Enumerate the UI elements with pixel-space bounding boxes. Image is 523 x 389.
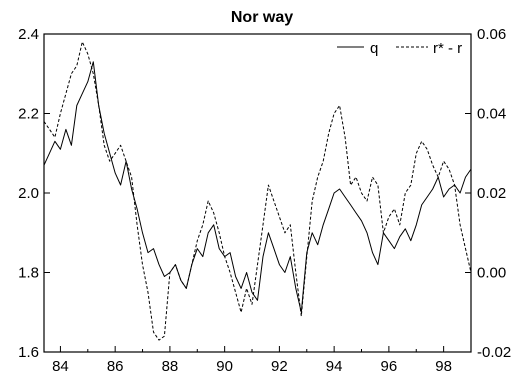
legend-label-q: q [370, 40, 378, 57]
x-tick-label: 86 [107, 358, 124, 375]
left-tick-label: 1.8 [18, 265, 39, 282]
x-tick-label: 98 [435, 358, 452, 375]
x-tick-label: 84 [52, 358, 69, 375]
left-tick-label: 2.0 [18, 185, 39, 202]
right-tick-label: 0.06 [477, 26, 506, 43]
series-layer [43, 41, 472, 341]
series-line-r-star-minus-r [43, 41, 472, 341]
chart-title: Nor way [231, 9, 293, 26]
x-axis: 84 86 88 90 92 94 96 98 [52, 346, 452, 375]
right-tick-label: 0.00 [477, 265, 506, 282]
left-axis: 1.6 1.8 2.0 2.2 2.4 [18, 26, 50, 361]
legend: q r* - r [337, 40, 462, 57]
series-line-q [43, 61, 472, 313]
x-tick-label: 92 [271, 358, 288, 375]
left-tick-label: 2.4 [18, 26, 39, 43]
right-tick-label: 0.04 [477, 106, 506, 123]
right-tick-label: 0.02 [477, 185, 506, 202]
x-tick-label: 90 [216, 358, 233, 375]
right-axis: -0.02 0.00 0.02 0.04 0.06 [465, 26, 511, 361]
left-tick-label: 1.6 [18, 344, 39, 361]
legend-label-r-star-minus-r: r* - r [433, 40, 462, 57]
x-tick-label: 88 [162, 358, 179, 375]
right-tick-label: -0.02 [477, 344, 511, 361]
x-tick-label: 94 [326, 358, 343, 375]
x-tick-label: 96 [381, 358, 398, 375]
left-tick-label: 2.2 [18, 106, 39, 123]
plot-frame [43, 33, 472, 353]
